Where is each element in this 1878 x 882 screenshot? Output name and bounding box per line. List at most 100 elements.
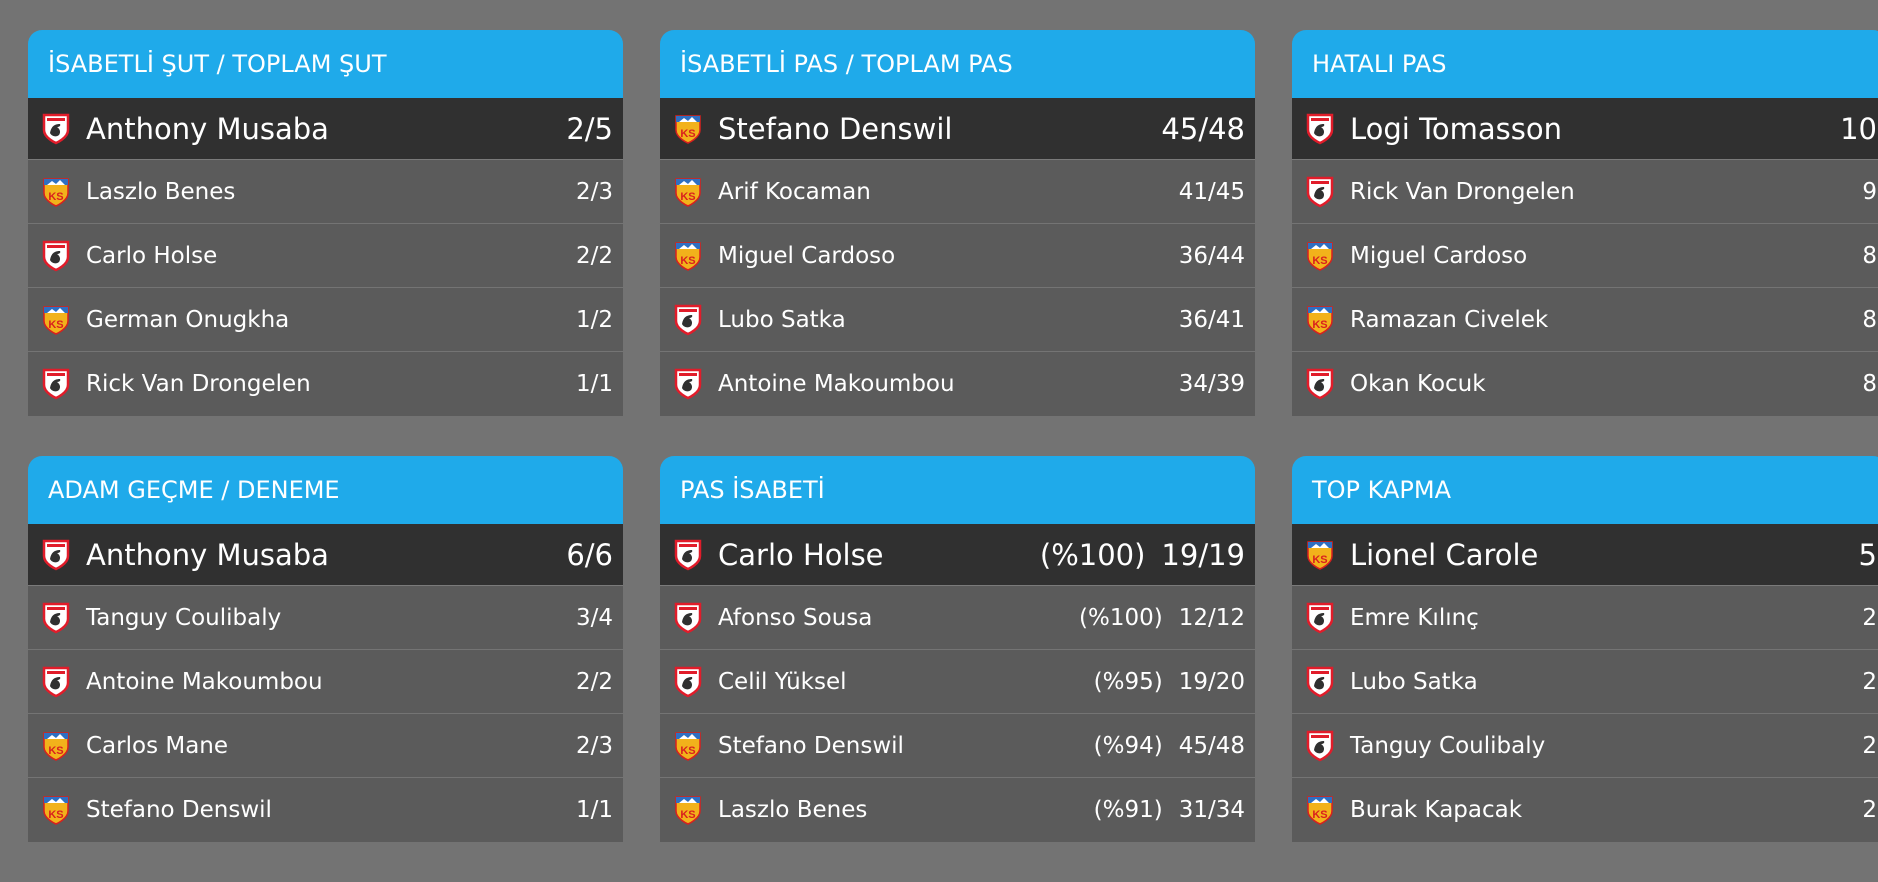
player-row[interactable]: Rick Van Drongelen 1/1	[28, 352, 623, 416]
player-row[interactable]: KS Carlos Mane 2/3	[28, 714, 623, 778]
player-name: Rick Van Drongelen	[86, 371, 311, 397]
leader-row[interactable]: Anthony Musaba 2/5	[28, 98, 623, 160]
player-name: Arif Kocaman	[718, 178, 871, 205]
samsunspor-logo-icon	[42, 666, 70, 698]
stats-grid: İSABETLİ ŞUT / TOPLAM ŞUT Anthony Musaba 2…	[28, 30, 1878, 882]
samsunspor-logo-icon	[674, 368, 702, 400]
player-name: Lionel Carole	[1350, 537, 1539, 572]
stat-value: 1/1	[575, 797, 613, 823]
stat-percentage: (%91)	[1093, 797, 1163, 823]
leader-row[interactable]: KS Lionel Carole 5	[1292, 524, 1878, 586]
svg-text:KS: KS	[48, 809, 63, 821]
stat-value: 2/2	[575, 242, 613, 269]
kayserispor-logo-icon: KS	[674, 730, 702, 762]
player-row[interactable]: Emre Kılınç 2	[1292, 586, 1878, 650]
leader-row[interactable]: KS Stefano Denswil 45/48	[660, 98, 1255, 160]
samsunspor-logo-icon	[42, 368, 70, 400]
stat-value: 9	[1862, 178, 1877, 205]
player-row[interactable]: KS Burak Kapacak 2	[1292, 778, 1878, 842]
card-title: İSABETLİ ŞUT / TOPLAM ŞUT	[28, 30, 623, 98]
player-row[interactable]: KS Ramazan Civelek 8	[1292, 288, 1878, 352]
player-name: Lubo Satka	[1350, 668, 1478, 695]
leader-row[interactable]: Anthony Musaba 6/6	[28, 524, 623, 586]
stat-value: 1/1	[575, 371, 613, 397]
samsunspor-logo-icon	[42, 602, 70, 634]
stat-value: 45/48	[1178, 732, 1245, 759]
player-row[interactable]: KS Laszlo Benes (%91) 31/34	[660, 778, 1255, 842]
player-row[interactable]: Lubo Satka 36/41	[660, 288, 1255, 352]
player-row[interactable]: KS Stefano Denswil 1/1	[28, 778, 623, 842]
player-name: Laszlo Benes	[86, 178, 236, 205]
player-row[interactable]: Antoine Makoumbou 34/39	[660, 352, 1255, 416]
stat-card-dribbles: ADAM GEÇME / DENEME Anthony Musaba 6/6 Tang…	[28, 456, 623, 842]
player-name: Afonso Sousa	[718, 604, 873, 631]
stat-value: 3/4	[575, 604, 613, 631]
stat-percentage: (%95)	[1093, 668, 1163, 695]
kayserispor-logo-icon: KS	[42, 304, 70, 336]
card-title: HATALI PAS	[1292, 30, 1878, 98]
player-row[interactable]: Celil Yüksel (%95) 19/20	[660, 650, 1255, 714]
kayserispor-logo-icon: KS	[42, 794, 70, 826]
kayserispor-logo-icon: KS	[674, 176, 702, 208]
kayserispor-logo-icon: KS	[674, 794, 702, 826]
player-row[interactable]: KS Miguel Cardoso 36/44	[660, 224, 1255, 288]
player-row[interactable]: Rick Van Drongelen 9	[1292, 160, 1878, 224]
samsunspor-logo-icon	[1306, 176, 1334, 208]
stat-value: 31/34	[1178, 797, 1245, 823]
stats-row-bottom: ADAM GEÇME / DENEME Anthony Musaba 6/6 Tang…	[28, 456, 1878, 842]
samsunspor-logo-icon	[42, 240, 70, 272]
stat-value: 8	[1862, 242, 1877, 269]
stat-value: 2/2	[575, 668, 613, 695]
stat-value: 34/39	[1178, 371, 1245, 397]
player-name: Anthony Musaba	[86, 111, 329, 146]
player-row[interactable]: Afonso Sousa (%100) 12/12	[660, 586, 1255, 650]
player-name: Carlos Mane	[86, 732, 229, 759]
stat-percentage: (%94)	[1093, 732, 1163, 759]
player-row[interactable]: Tanguy Coulibaly 2	[1292, 714, 1878, 778]
player-row[interactable]: KS Laszlo Benes 2/3	[28, 160, 623, 224]
samsunspor-logo-icon	[42, 539, 70, 571]
svg-text:KS: KS	[1312, 319, 1327, 331]
stat-card-pass-accuracy: PAS İSABETİ Carlo Holse (%100) 19/19 Afonso …	[660, 456, 1255, 842]
stat-value: 12/12	[1178, 604, 1245, 631]
player-row[interactable]: Carlo Holse 2/2	[28, 224, 623, 288]
card-title: PAS İSABETİ	[660, 456, 1255, 524]
svg-text:KS: KS	[680, 745, 695, 757]
player-name: Antoine Makoumbou	[718, 371, 955, 397]
stat-value: 5	[1858, 537, 1877, 572]
player-row[interactable]: KS Arif Kocaman 41/45	[660, 160, 1255, 224]
samsunspor-logo-icon	[674, 304, 702, 336]
player-row[interactable]: Antoine Makoumbou 2/2	[28, 650, 623, 714]
player-row[interactable]: KS Stefano Denswil (%94) 45/48	[660, 714, 1255, 778]
svg-text:KS: KS	[680, 255, 695, 267]
player-name: Ramazan Civelek	[1350, 306, 1549, 333]
stat-value: 2/3	[575, 178, 613, 205]
kayserispor-logo-icon: KS	[42, 730, 70, 762]
samsunspor-logo-icon	[1306, 368, 1334, 400]
stat-percentage: (%100)	[1079, 604, 1163, 631]
stat-value: 8	[1862, 371, 1877, 397]
player-name: Burak Kapacak	[1350, 797, 1523, 823]
player-name: Celil Yüksel	[718, 668, 847, 695]
svg-text:KS: KS	[1312, 554, 1327, 566]
player-name: Stefano Denswil	[718, 732, 904, 759]
player-name: Rick Van Drongelen	[1350, 178, 1575, 205]
leader-row[interactable]: Logi Tomasson 10	[1292, 98, 1878, 160]
player-row[interactable]: KS German Onugkha 1/2	[28, 288, 623, 352]
player-row[interactable]: Okan Kocuk 8	[1292, 352, 1878, 416]
player-name: Anthony Musaba	[86, 537, 329, 572]
stat-value: 2	[1862, 732, 1877, 759]
player-name: Miguel Cardoso	[1350, 242, 1528, 269]
stat-value: 36/41	[1178, 306, 1245, 333]
kayserispor-logo-icon: KS	[42, 176, 70, 208]
player-row[interactable]: Tanguy Coulibaly 3/4	[28, 586, 623, 650]
stat-card-shots-on-target: İSABETLİ ŞUT / TOPLAM ŞUT Anthony Musaba 2…	[28, 30, 623, 416]
player-name: Stefano Denswil	[718, 111, 953, 146]
stat-value: 2	[1862, 668, 1877, 695]
player-row[interactable]: Lubo Satka 2	[1292, 650, 1878, 714]
kayserispor-logo-icon: KS	[1306, 539, 1334, 571]
samsunspor-logo-icon	[674, 666, 702, 698]
leader-row[interactable]: Carlo Holse (%100) 19/19	[660, 524, 1255, 586]
kayserispor-logo-icon: KS	[1306, 240, 1334, 272]
player-row[interactable]: KS Miguel Cardoso 8	[1292, 224, 1878, 288]
